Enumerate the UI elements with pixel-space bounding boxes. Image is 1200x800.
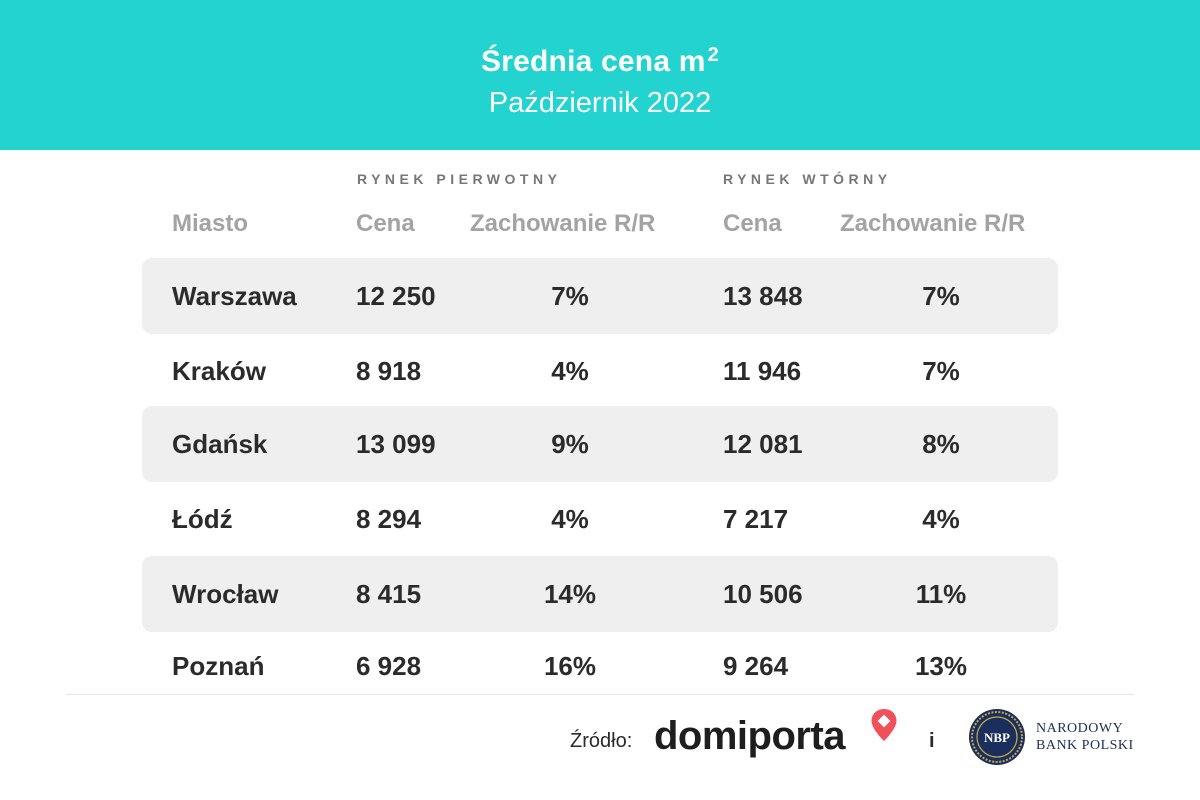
city-cell: Poznań: [172, 651, 265, 681]
secondary-price-cell: 10 506: [723, 579, 803, 609]
nbp-emblem-text: NBP: [984, 730, 1010, 745]
group-label-secondary: RYNEK WTÓRNY: [723, 171, 892, 187]
location-pin-icon: [871, 709, 897, 741]
secondary-change-cell: 13%: [914, 651, 968, 681]
table-row: Poznań 6 928 16% 9 264 13%: [142, 628, 1058, 704]
secondary-change-cell: 8%: [922, 429, 960, 459]
primary-price-cell: 12 250: [356, 281, 436, 311]
city-cell: Kraków: [172, 356, 266, 386]
table-row: Kraków 8 918 4% 11 946 7%: [142, 333, 1058, 409]
table-row: Łódź 8 294 4% 7 217 4%: [142, 481, 1058, 557]
city-cell: Łódź: [172, 504, 233, 534]
primary-price-cell: 6 928: [356, 651, 422, 681]
secondary-price-cell: 9 264: [723, 651, 789, 681]
footer-divider: [66, 694, 1134, 695]
primary-change-cell: 14%: [543, 579, 597, 609]
table-row: Warszawa 12 250 7% 13 848 7%: [142, 258, 1058, 334]
column-header-primary-change: Zachowanie R/R: [470, 210, 656, 237]
primary-change-cell: 16%: [543, 651, 597, 681]
nbp-name-line1: NARODOWY: [1036, 721, 1124, 736]
group-label-primary: RYNEK PIERWOTNY: [357, 171, 562, 187]
column-header-secondary-change: Zachowanie R/R: [840, 210, 1026, 237]
primary-change-cell: 4%: [551, 356, 589, 386]
secondary-price-cell: 12 081: [723, 429, 803, 459]
source-separator: i: [929, 730, 935, 752]
page-subtitle: Październik 2022: [488, 87, 712, 119]
primary-change-cell: 7%: [551, 281, 589, 311]
primary-change-cell: 9%: [551, 429, 589, 459]
city-cell: Wrocław: [172, 579, 279, 609]
primary-price-cell: 8 918: [356, 356, 422, 386]
secondary-price-cell: 7 217: [723, 504, 789, 534]
city-cell: Warszawa: [172, 281, 297, 311]
column-header-city: Miasto: [172, 210, 249, 237]
nbp-name: NARODOWY BANK POLSKI: [1036, 720, 1146, 754]
nbp-emblem-icon: NBP: [969, 709, 1025, 765]
secondary-change-cell: 11%: [915, 579, 967, 609]
nbp-name-line2: BANK POLSKI: [1036, 738, 1134, 753]
source-label: Źródło:: [570, 730, 633, 752]
secondary-price-cell: 11 946: [723, 356, 802, 386]
secondary-change-cell: 7%: [922, 356, 960, 386]
table-row: Gdańsk 13 099 9% 12 081 8%: [142, 406, 1058, 482]
primary-price-cell: 13 099: [356, 429, 436, 459]
table-row: Wrocław 8 415 14% 10 506 11%: [142, 556, 1058, 632]
primary-price-cell: 8 415: [356, 579, 422, 609]
column-header-secondary-price: Cena: [723, 210, 782, 237]
secondary-change-cell: 4%: [922, 504, 960, 534]
primary-price-cell: 8 294: [356, 504, 422, 534]
primary-change-cell: 4%: [551, 504, 589, 534]
secondary-change-cell: 7%: [922, 281, 960, 311]
secondary-price-cell: 13 848: [723, 281, 803, 311]
city-cell: Gdańsk: [172, 429, 268, 459]
domiporta-logo: domiporta: [654, 714, 846, 758]
column-header-primary-price: Cena: [356, 210, 415, 237]
